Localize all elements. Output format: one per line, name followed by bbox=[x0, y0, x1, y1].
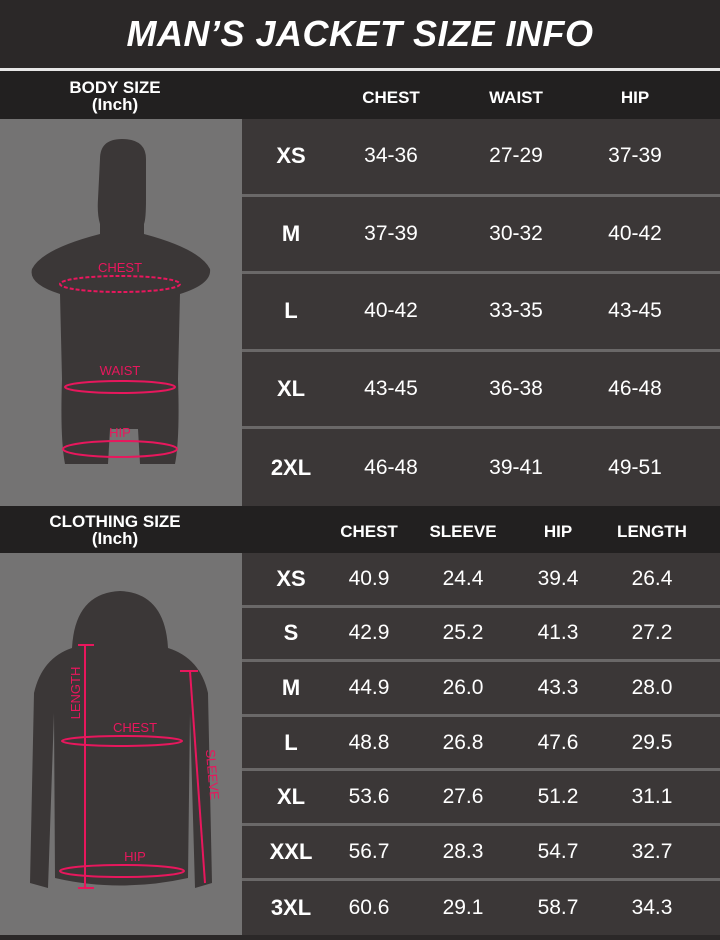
sleeve-cell: 28.3 bbox=[442, 839, 484, 863]
waist-cell: 33-35 bbox=[489, 299, 543, 323]
length-label: LENGTH bbox=[68, 667, 83, 720]
length-cell: 34.3 bbox=[631, 895, 673, 919]
chest-label: CHEST bbox=[98, 260, 142, 275]
table-row: XS 34-36 27-29 37-39 bbox=[242, 119, 720, 197]
chest-cell: 44.9 bbox=[348, 675, 390, 699]
sleeve-cell: 29.1 bbox=[442, 895, 484, 919]
hip-cell: 49-51 bbox=[608, 455, 662, 479]
chest-cell: 43-45 bbox=[364, 376, 418, 400]
waist-cell: 36-38 bbox=[489, 376, 543, 400]
size-cell: L bbox=[284, 729, 298, 755]
divider bbox=[0, 68, 720, 71]
hip-label: HIP bbox=[109, 425, 131, 440]
hip-cell: 54.7 bbox=[537, 839, 579, 863]
column-header: HIP bbox=[543, 522, 573, 541]
column-header: SLEEVE bbox=[429, 522, 497, 541]
hip-cell: 40-42 bbox=[608, 221, 662, 245]
sleeve-cell: 26.0 bbox=[442, 675, 484, 699]
hip-cell: 58.7 bbox=[537, 895, 579, 919]
hip-cell: 46-48 bbox=[608, 376, 662, 400]
size-cell: 2XL bbox=[270, 454, 312, 480]
jacket-silhouette-figure: LENGTH CHEST SLEEVE HIP bbox=[30, 591, 222, 889]
chest-label: CHEST bbox=[113, 720, 157, 735]
chest-cell: 37-39 bbox=[364, 221, 418, 245]
table-row: 3XL 60.6 29.1 58.7 34.3 bbox=[242, 880, 720, 936]
chest-cell: 48.8 bbox=[348, 730, 390, 754]
page-title: MAN’S JACKET SIZE INFO bbox=[0, 0, 720, 68]
column-header: CHEST bbox=[362, 88, 420, 107]
chest-cell: 40.9 bbox=[348, 566, 390, 590]
table-row: S 42.9 25.2 41.3 27.2 bbox=[242, 607, 720, 663]
size-cell: XS bbox=[276, 143, 306, 169]
body-size-unit: (Inch) bbox=[91, 95, 139, 114]
body-size-label: BODY SIZE bbox=[69, 78, 161, 97]
size-cell: XXL bbox=[269, 838, 313, 864]
size-cell: XL bbox=[276, 375, 306, 401]
clothing-size-table: XS 40.9 24.4 39.4 26.4 S 42.9 25.2 41.3 27.2 M 44.9… bbox=[242, 553, 720, 936]
jacket-figure-panel: LENGTH CHEST SLEEVE HIP bbox=[0, 553, 242, 935]
sleeve-cell: 24.4 bbox=[442, 566, 484, 590]
waist-cell: 27-29 bbox=[489, 144, 543, 168]
length-cell: 31.1 bbox=[631, 785, 673, 809]
hip-cell: 51.2 bbox=[537, 785, 579, 809]
body-size-table: XS 34-36 27-29 37-39 M 37-39 30-32 40-42 L 40-4… bbox=[242, 119, 720, 506]
sleeve-cell: 25.2 bbox=[442, 621, 484, 645]
column-header: CHEST bbox=[340, 522, 398, 541]
size-cell: M bbox=[281, 220, 301, 246]
table-row: XS 40.9 24.4 39.4 26.4 bbox=[242, 553, 720, 608]
chest-cell: 53.6 bbox=[348, 785, 390, 809]
waist-label: WAIST bbox=[100, 363, 141, 378]
length-cell: 29.5 bbox=[631, 730, 673, 754]
clothing-size-unit: (Inch) bbox=[91, 529, 139, 548]
table-row: XXL 56.7 28.3 54.7 32.7 bbox=[242, 825, 720, 881]
table-row: M 37-39 30-32 40-42 bbox=[242, 196, 720, 274]
sleeve-cell: 26.8 bbox=[442, 730, 484, 754]
table-row: L 40-42 33-35 43-45 bbox=[242, 274, 720, 352]
size-cell: XS bbox=[276, 565, 306, 591]
size-cell: 3XL bbox=[270, 894, 312, 920]
length-cell: 28.0 bbox=[631, 675, 673, 699]
hip-cell: 43-45 bbox=[608, 299, 662, 323]
chest-cell: 60.6 bbox=[348, 895, 390, 919]
hip-cell: 43.3 bbox=[537, 675, 579, 699]
length-cell: 26.4 bbox=[631, 566, 673, 590]
chest-cell: 40-42 bbox=[364, 299, 418, 323]
size-cell: XL bbox=[276, 784, 306, 810]
length-cell: 32.7 bbox=[631, 839, 673, 863]
hip-label: HIP bbox=[124, 849, 146, 864]
chest-cell: 56.7 bbox=[348, 839, 390, 863]
chest-cell: 42.9 bbox=[348, 621, 390, 645]
body-size-header: BODY SIZE (Inch) CHEST WAIST HIP bbox=[0, 71, 720, 119]
column-header: HIP bbox=[620, 88, 650, 107]
body-figure-panel: CHEST WAIST HIP bbox=[0, 119, 242, 506]
hip-cell: 37-39 bbox=[608, 144, 662, 168]
body-silhouette-figure: CHEST WAIST HIP bbox=[31, 139, 211, 464]
column-header: WAIST bbox=[489, 88, 543, 107]
table-row: L 48.8 26.8 47.6 29.5 bbox=[242, 716, 720, 772]
hip-cell: 47.6 bbox=[537, 730, 579, 754]
length-cell: 27.2 bbox=[631, 621, 673, 645]
table-row: XL 53.6 27.6 51.2 31.1 bbox=[242, 771, 720, 826]
sleeve-cell: 27.6 bbox=[442, 785, 484, 809]
hip-cell: 39.4 bbox=[537, 566, 579, 590]
size-cell: L bbox=[284, 298, 298, 324]
column-header: LENGTH bbox=[617, 522, 687, 541]
size-cell: S bbox=[283, 620, 299, 646]
clothing-size-header: CLOTHING SIZE (Inch) CHEST SLEEVE HIP LE… bbox=[0, 506, 720, 553]
waist-cell: 30-32 bbox=[489, 221, 543, 245]
clothing-size-label: CLOTHING SIZE bbox=[49, 512, 181, 531]
hip-cell: 41.3 bbox=[537, 621, 579, 645]
table-row: XL 43-45 36-38 46-48 bbox=[242, 351, 720, 429]
table-row: M 44.9 26.0 43.3 28.0 bbox=[242, 662, 720, 717]
waist-cell: 39-41 bbox=[489, 455, 543, 479]
sleeve-label: SLEEVE bbox=[203, 749, 222, 801]
chest-cell: 46-48 bbox=[364, 455, 418, 479]
chest-cell: 34-36 bbox=[364, 144, 418, 168]
size-cell: M bbox=[281, 674, 301, 700]
table-row: 2XL 46-48 39-41 49-51 bbox=[242, 429, 720, 506]
